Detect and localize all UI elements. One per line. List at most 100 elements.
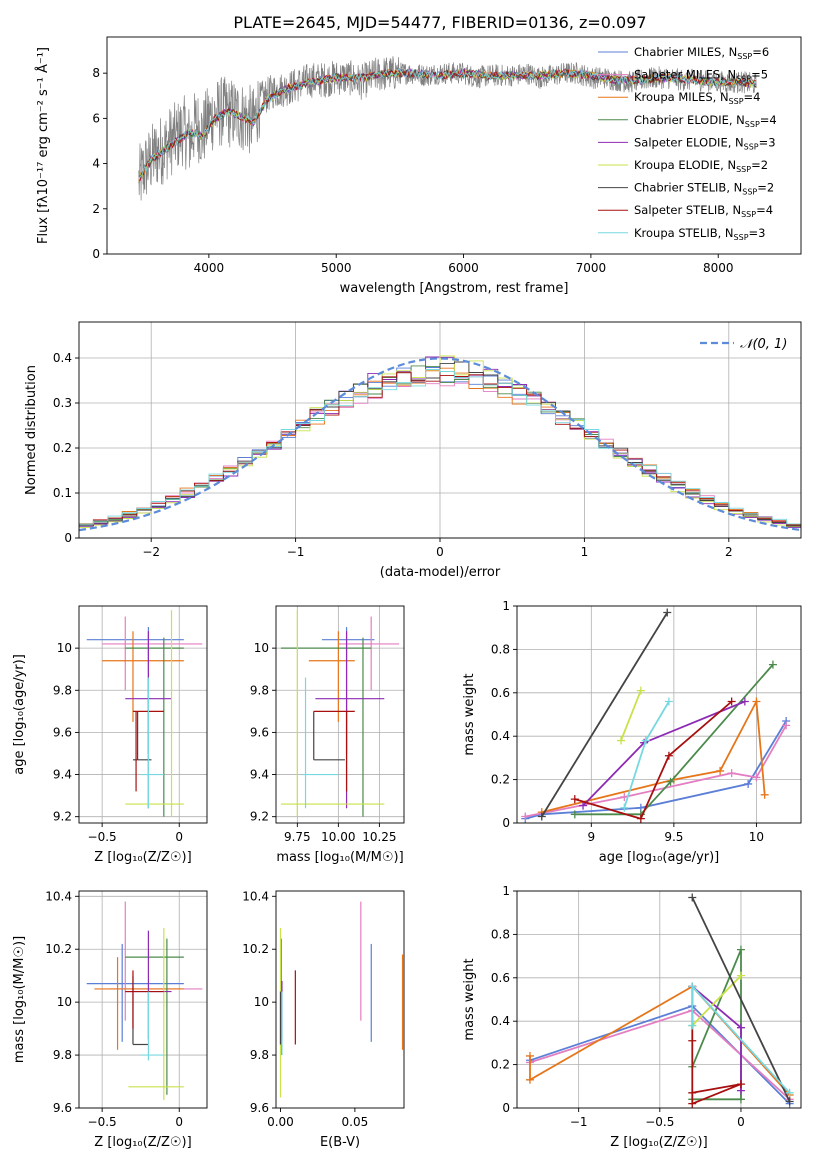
y-tick-label: 1 bbox=[502, 884, 510, 898]
weight-marker bbox=[736, 1023, 745, 1032]
weight-marker bbox=[785, 1097, 794, 1106]
errorbar-point bbox=[125, 938, 184, 1095]
y-axis-label: mass weight bbox=[462, 958, 477, 1040]
plot-area bbox=[280, 610, 400, 817]
axes-frame bbox=[516, 890, 802, 1109]
legend-subscript: SSP bbox=[742, 188, 757, 197]
panel-mass_weight_vs_Z: −1 −0.5 0 0 0.2 0.4 0.6 0.8 1 Z [log₁₀(Z/Z☉)] mass… bbox=[462, 884, 802, 1150]
weight-line bbox=[574, 664, 774, 816]
x-tick-label: 10.25 bbox=[362, 830, 396, 844]
y-tick-label: 9.4 bbox=[53, 768, 72, 782]
y-tick-label: 0.6 bbox=[491, 686, 510, 700]
grid-lines bbox=[276, 606, 404, 823]
legend-subscript: SSP bbox=[741, 210, 756, 219]
legend-nssp: =6 bbox=[752, 45, 769, 59]
y-tick-label: 9.8 bbox=[250, 1048, 269, 1062]
y-tick-label: 9.2 bbox=[250, 810, 269, 824]
y-tick-label: 10 bbox=[57, 641, 72, 655]
panel-mass_weight_vs_age: 9 9.5 10 0 0.2 0.4 0.6 0.8 1 age [log₁₀(age/yr)] m… bbox=[462, 599, 802, 865]
plot-area bbox=[86, 901, 203, 1101]
errorbar-point bbox=[140, 677, 164, 809]
weight-marker bbox=[782, 721, 791, 730]
histogram-step bbox=[79, 369, 801, 527]
y-tick-label: 10.4 bbox=[45, 889, 72, 903]
errorbar-point bbox=[313, 711, 345, 761]
y-tick-label: 0.1 bbox=[53, 486, 72, 500]
legend-text: Chabrier ELODIE, N bbox=[634, 113, 745, 127]
x-tick-label: 0 bbox=[175, 1115, 183, 1129]
y-tick-label: 0.2 bbox=[491, 1058, 510, 1072]
x-tick-label: −0.5 bbox=[88, 1115, 117, 1129]
grid-lines bbox=[517, 890, 801, 1109]
y-tick-label: 0 bbox=[92, 247, 100, 261]
weight-marker bbox=[666, 777, 675, 786]
y-axis-label: Flux [fλ10⁻¹⁷ erg cm⁻² s⁻¹ Å⁻¹] bbox=[35, 47, 51, 244]
spectrum-model-line bbox=[138, 67, 757, 181]
weight-marker bbox=[525, 1075, 534, 1084]
legend-subscript: SSP bbox=[736, 165, 751, 174]
legend-subscript: SSP bbox=[729, 97, 744, 106]
weight-marker bbox=[752, 773, 761, 782]
x-axis-label: age [log₁₀(age/yr)] bbox=[599, 850, 720, 865]
legend-label: Salpeter MILES, NSSP=5 bbox=[634, 68, 768, 84]
legend-nssp: =2 bbox=[757, 181, 774, 195]
legend-nssp: =5 bbox=[751, 68, 768, 82]
legend-nssp: =4 bbox=[760, 113, 777, 127]
plot-area bbox=[525, 893, 794, 1108]
errorbar-point bbox=[125, 970, 164, 1029]
y-tick-label: 9.6 bbox=[53, 725, 72, 739]
errorbar-point bbox=[125, 637, 184, 817]
x-axis-label: Z [log₁₀(Z/Z☉)] bbox=[94, 850, 191, 865]
y-tick-label: 9.8 bbox=[53, 683, 72, 697]
errorbar-point bbox=[102, 616, 203, 691]
weight-marker bbox=[716, 766, 725, 775]
x-tick-label: 9 bbox=[587, 830, 595, 844]
legend-label: Kroupa ELODIE, NSSP=2 bbox=[634, 158, 768, 174]
legend-label: Salpeter STELIB, NSSP=4 bbox=[634, 203, 773, 219]
x-tick-label: 9.5 bbox=[664, 830, 683, 844]
panel-residual_histogram: −2 −1 0 1 2 0 0.1 0.2 0.3 0.4 (data-model)/error No… bbox=[24, 321, 802, 580]
y-tick-label: 0.3 bbox=[53, 396, 72, 410]
panel-mass_vs_EBV: 0.00 0.05 9.6 9.8 10 10.2 10.4 E(B-V) bbox=[242, 889, 405, 1150]
axes-frame bbox=[78, 605, 208, 824]
x-tick-label: −1 bbox=[570, 1115, 588, 1129]
y-tick-label: 0.2 bbox=[491, 773, 510, 787]
weight-marker bbox=[570, 795, 579, 804]
y-tick-label: 9.4 bbox=[250, 768, 269, 782]
weight-line bbox=[691, 986, 742, 1106]
errorbar-point bbox=[102, 631, 184, 722]
y-axis-label: age [log₁₀(age/yr)] bbox=[12, 654, 27, 775]
legend-text: Kroupa STELIB, N bbox=[634, 226, 734, 240]
y-axis-label: Normed distribution bbox=[24, 365, 39, 495]
y-tick-label: 0.2 bbox=[53, 441, 72, 455]
plot-area bbox=[86, 610, 203, 817]
errorbar-point bbox=[280, 610, 385, 817]
panel-mass_vs_Z: −0.5 0 9.6 9.8 10 10.2 10.4 Z [log₁₀(Z/Z☉)] mass… bbox=[12, 889, 208, 1150]
weight-marker bbox=[736, 1095, 745, 1104]
legend-nssp: =2 bbox=[751, 158, 768, 172]
legend-label: 𝒩(0, 1) bbox=[740, 337, 787, 352]
weight-marker bbox=[537, 812, 546, 821]
weight-marker bbox=[641, 736, 650, 745]
legend-label: Kroupa STELIB, NSSP=3 bbox=[634, 226, 765, 242]
errorbar-point bbox=[338, 616, 400, 691]
errorbar-point bbox=[86, 943, 184, 1042]
y-tick-label: 0.8 bbox=[491, 642, 510, 656]
histogram-legend: 𝒩(0, 1) bbox=[700, 337, 787, 352]
errorbar-point bbox=[109, 901, 203, 1021]
errorbar-point bbox=[140, 991, 164, 1061]
legend-nssp: =4 bbox=[744, 90, 761, 104]
y-tick-label: 0 bbox=[64, 531, 72, 545]
legend-text: Chabrier MILES, N bbox=[634, 45, 737, 59]
spectrum-legend: Chabrier MILES, N SSP =6 Salpeter MILES, NS… bbox=[598, 45, 777, 242]
weight-marker bbox=[521, 812, 530, 821]
y-tick-label: 0.4 bbox=[491, 729, 510, 743]
y-tick-label: 0.4 bbox=[53, 351, 72, 365]
plot-area bbox=[521, 608, 791, 823]
grid-lines bbox=[79, 606, 207, 823]
errorbar-point bbox=[280, 637, 372, 817]
weight-line bbox=[525, 724, 787, 818]
y-tick-label: 0 bbox=[502, 1101, 510, 1115]
weight-line bbox=[541, 612, 669, 817]
